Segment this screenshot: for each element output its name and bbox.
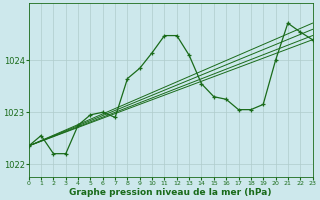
X-axis label: Graphe pression niveau de la mer (hPa): Graphe pression niveau de la mer (hPa) xyxy=(69,188,272,197)
